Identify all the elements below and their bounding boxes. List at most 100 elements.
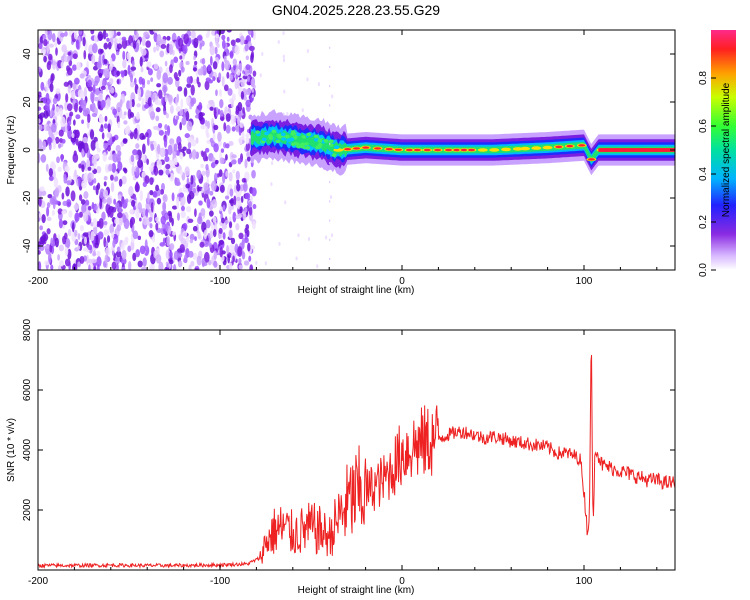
heatmap-cell xyxy=(158,129,164,136)
heatmap-cell xyxy=(185,183,190,189)
heatmap-cell xyxy=(135,112,141,120)
heatmap-cell xyxy=(185,96,191,104)
heatmap-cell xyxy=(156,83,162,88)
heatmap-cell xyxy=(57,166,62,173)
heatmap-cell xyxy=(49,110,53,118)
y-tick-label: 8000 xyxy=(22,318,33,341)
heatmap-cell xyxy=(147,97,152,107)
heatmap-cell xyxy=(65,93,69,103)
heatmap-cell xyxy=(282,54,285,59)
heatmap-cell xyxy=(95,234,99,246)
heatmap-cell xyxy=(213,172,218,182)
heatmap-cell xyxy=(146,79,151,85)
heatmap-cell xyxy=(214,46,218,55)
heatmap-cell xyxy=(103,123,108,129)
heatmap-cell xyxy=(183,257,188,263)
heatmap-core xyxy=(598,148,675,152)
heatmap-cell xyxy=(183,87,188,97)
heatmap-cell xyxy=(182,230,188,237)
heatmap-cell xyxy=(223,84,229,92)
heatmap-cell xyxy=(115,250,122,258)
heatmap-cell xyxy=(87,244,93,251)
heatmap-core xyxy=(434,148,442,152)
heatmap-cell xyxy=(52,139,57,150)
heatmap-cell xyxy=(161,210,166,216)
heatmap-cell xyxy=(218,72,222,81)
heatmap-cell xyxy=(87,205,92,211)
heatmap-cell xyxy=(267,134,273,138)
heatmap-cell xyxy=(135,208,140,219)
heatmap-cell xyxy=(68,210,73,218)
heatmap-cell xyxy=(225,113,231,122)
heatmap-cell xyxy=(283,89,286,94)
heatmap-cell xyxy=(208,79,214,84)
heatmap-cell xyxy=(156,159,163,170)
heatmap-cell xyxy=(214,221,218,231)
heatmap-cell xyxy=(282,31,285,36)
heatmap-cell xyxy=(153,63,159,70)
heatmap-cell xyxy=(78,211,83,218)
heatmap-cell xyxy=(157,122,163,129)
heatmap-cell xyxy=(166,35,171,41)
heatmap-cell xyxy=(240,195,244,203)
heatmap-cell xyxy=(162,201,167,212)
heatmap-cell xyxy=(100,99,106,109)
heatmap-cell xyxy=(330,233,334,238)
x-tick-label: 0 xyxy=(399,576,405,587)
heatmap-cell xyxy=(264,261,267,266)
heatmap-cell xyxy=(242,210,247,221)
heatmap-cell xyxy=(51,196,57,205)
heatmap-cell xyxy=(141,78,146,86)
heatmap-cell xyxy=(199,241,205,248)
heatmap-cell xyxy=(66,67,73,76)
heatmap-cell xyxy=(42,34,47,40)
heatmap-cell xyxy=(179,151,184,160)
heatmap-cell xyxy=(44,102,50,111)
heatmap-cell xyxy=(217,140,222,147)
heatmap-cell xyxy=(249,45,255,52)
heatmap-cell xyxy=(132,252,137,262)
heatmap-cell xyxy=(120,257,127,265)
heatmap-cell xyxy=(106,197,112,205)
heatmap-cell xyxy=(210,180,217,192)
heatmap-cell xyxy=(300,145,306,149)
heatmap-cell xyxy=(226,30,232,33)
heatmap-cell xyxy=(122,59,127,69)
heatmap-cell xyxy=(176,93,180,103)
heatmap-cell xyxy=(177,260,183,268)
heatmap-cell xyxy=(149,263,154,270)
heatmap-cell xyxy=(218,240,225,245)
heatmap-cell xyxy=(169,251,173,259)
heatmap-cell xyxy=(103,181,107,187)
heatmap-cell xyxy=(219,157,225,165)
heatmap-cell xyxy=(45,83,49,93)
heatmap-cell xyxy=(189,238,194,244)
heatmap-cell xyxy=(55,47,58,56)
heatmap-cell xyxy=(241,251,246,260)
heatmap-cell xyxy=(227,254,231,264)
heatmap-cell xyxy=(58,129,64,137)
heatmap-cell xyxy=(150,77,154,82)
heatmap-cell xyxy=(107,144,111,152)
heatmap-cell xyxy=(98,92,104,102)
heatmap-cell xyxy=(232,64,237,70)
heatmap-cell xyxy=(245,142,251,151)
heatmap-cell xyxy=(96,61,102,70)
heatmap-cell xyxy=(108,163,113,172)
heatmap-cell xyxy=(246,75,251,83)
heatmap-cell xyxy=(40,46,47,56)
heatmap-cell xyxy=(229,97,233,104)
heatmap-cell xyxy=(261,137,267,142)
heatmap-cell xyxy=(48,168,53,177)
heatmap-cell xyxy=(104,115,108,122)
heatmap-cell xyxy=(329,142,331,145)
heatmap-cell xyxy=(40,154,47,163)
heatmap-cell xyxy=(150,201,154,213)
heatmap-cell xyxy=(296,132,301,137)
heatmap-cell xyxy=(282,58,286,63)
heatmap-cell xyxy=(93,225,98,235)
heatmap-cell xyxy=(95,141,99,150)
heatmap-cell xyxy=(84,199,90,207)
heatmap-cell xyxy=(245,55,250,61)
